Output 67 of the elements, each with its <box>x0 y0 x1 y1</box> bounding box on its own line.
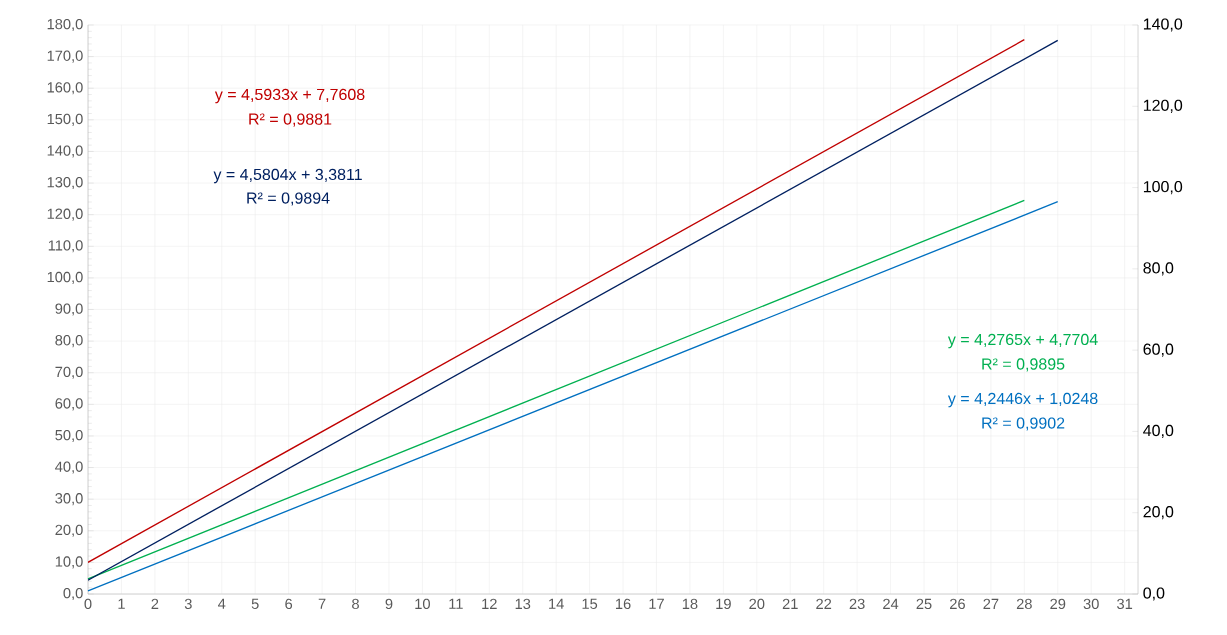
x-tick-label: 18 <box>682 598 698 610</box>
y-tick-label: 20,0 <box>55 524 83 537</box>
x-tick-label: 25 <box>916 598 932 610</box>
x-tick-label: 15 <box>582 598 598 609</box>
annotation: y = 4,5933x + 7,7608 <box>214 88 365 104</box>
y-tick-label: 140,0 <box>47 145 83 158</box>
x-tick-label: 16 <box>615 598 631 610</box>
y-tick-label: 100,0 <box>47 271 83 284</box>
x-tick-label: 21 <box>782 598 798 609</box>
y-tick-label: 110,0 <box>48 240 83 253</box>
x-tick-label: 7 <box>318 598 326 609</box>
x-tick-label: 13 <box>515 598 531 610</box>
x-tick-label: 14 <box>549 598 564 609</box>
y-tick-label: 30,0 <box>55 493 83 506</box>
y2-tick-label: 40,0 <box>1143 424 1174 439</box>
x-tick-label: 30 <box>1083 598 1099 610</box>
x-tick-label: 22 <box>816 598 832 609</box>
y-tick-label: 0,0 <box>63 587 83 601</box>
x-tick-label: 5 <box>251 598 259 609</box>
x-tick-label: 2 <box>151 598 159 609</box>
y-tick-label: 50,0 <box>55 429 83 443</box>
y2-tick-label: 80,0 <box>1143 262 1174 276</box>
x-tick-label: 19 <box>716 598 731 610</box>
y2-tick-label: 20,0 <box>1143 506 1174 520</box>
y-tick-label: 120,0 <box>47 208 83 221</box>
y-tick-label: 60,0 <box>55 398 83 411</box>
x-tick-label: 4 <box>218 598 226 609</box>
annotation: y = 4,2765x + 4,7704 <box>947 333 1098 349</box>
y-tick-label: 160,0 <box>47 82 83 95</box>
x-tick-label: 9 <box>385 598 393 610</box>
y-tick-label: 10,0 <box>55 556 83 569</box>
x-tick-label: 27 <box>983 598 999 609</box>
x-tick-label: 23 <box>849 598 865 610</box>
y-tick-label: 70,0 <box>55 366 83 379</box>
y-tick-label: 80,0 <box>55 335 83 348</box>
y2-tick-label: 60,0 <box>1143 343 1174 357</box>
y-tick-label: 180,0 <box>47 18 83 32</box>
x-tick-label: 17 <box>649 598 664 609</box>
x-tick-label: 24 <box>883 598 899 609</box>
y-tick-label: 40,0 <box>55 461 83 474</box>
x-tick-label: 20 <box>749 598 765 610</box>
annotation: R² = 0,9894 <box>247 192 330 206</box>
y-tick-label: 150,0 <box>47 113 83 126</box>
y2-tick-label: 0,0 <box>1143 587 1165 601</box>
y-tick-label: 130,0 <box>47 177 83 190</box>
annotation: y = 4,2446x + 1,0248 <box>947 392 1098 408</box>
x-tick-label: 28 <box>1016 598 1032 610</box>
x-tick-label: 26 <box>950 598 965 610</box>
annotation: R² = 0,9902 <box>982 417 1065 431</box>
y2-tick-label: 140,0 <box>1143 18 1183 32</box>
y2-tick-label: 100,0 <box>1143 180 1183 195</box>
annotation: y = 4,5804x + 3,3811 <box>213 168 362 184</box>
x-tick-label: 1 <box>118 598 125 609</box>
x-tick-label: 29 <box>1050 598 1066 610</box>
y-tick-label: 170,0 <box>47 50 83 63</box>
y-tick-label: 90,0 <box>55 303 83 316</box>
x-tick-label: 11 <box>449 598 463 609</box>
x-tick-label: 12 <box>482 598 497 609</box>
x-tick-label: 3 <box>184 598 192 610</box>
x-tick-label: 31 <box>1117 598 1133 610</box>
y2-tick-label: 120,0 <box>1143 99 1183 113</box>
x-tick-label: 10 <box>415 598 430 610</box>
annotation: R² = 0,9881 <box>249 113 332 127</box>
x-tick-label: 8 <box>352 598 359 610</box>
annotation: R² = 0,9895 <box>982 358 1065 372</box>
x-tick-label: 6 <box>285 598 293 610</box>
x-tick-label: 0 <box>84 598 92 610</box>
